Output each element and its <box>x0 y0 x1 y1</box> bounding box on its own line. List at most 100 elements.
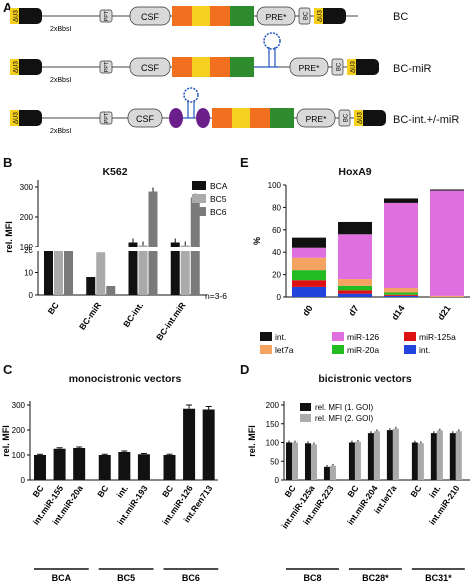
stack-segment-int. <box>338 293 372 297</box>
stack-segment-miR-20a <box>292 270 326 281</box>
cassette-green <box>270 108 294 128</box>
category-label: BC <box>345 483 360 499</box>
ppt-label: PPT <box>104 10 110 21</box>
y-tick-label: 60 <box>272 226 281 235</box>
csf-label: CSF <box>141 12 160 22</box>
bar-BC6 <box>64 247 73 295</box>
cassette-orange-2 <box>250 108 270 128</box>
pre-label: PRE* <box>306 114 327 124</box>
bar-BC5 <box>54 247 63 295</box>
bbsi-sites-label: 2xBbsI <box>50 26 71 33</box>
csf-promoter <box>127 108 163 128</box>
y-tick-label: 0 <box>21 476 26 485</box>
bar-series-1 <box>348 442 355 480</box>
intron-exon-left <box>169 108 183 128</box>
y-axis-label: rel. MFI <box>1 425 11 457</box>
bar-series-1 <box>430 433 437 480</box>
bar <box>137 454 150 480</box>
csf-label: CSF <box>141 63 160 73</box>
legend-swatch <box>404 345 416 354</box>
axis-break <box>32 247 209 251</box>
bar-series-1 <box>323 466 330 480</box>
stack-segment-miR-126 <box>430 190 464 296</box>
bar-series-1 <box>367 433 374 480</box>
y-tick-label: 200 <box>12 426 26 435</box>
vector-label-bc-int-mir: BC-int.+/-miR <box>393 114 460 126</box>
bbsi-sites-label: 2xBbsI <box>50 77 71 84</box>
y-tick-label: 100 <box>20 243 34 252</box>
chart-e: 0 20 40 60 80 100% d0 d7 d14 d21 int. miR-126 miR-12… <box>252 181 470 355</box>
ppt-block <box>99 60 113 74</box>
category-label: BC-int.miR <box>154 300 187 342</box>
stack-segment-miR-126 <box>384 202 418 289</box>
bar-BCA <box>86 277 96 295</box>
mir-loop-icon <box>183 87 199 103</box>
legend-label: int. <box>419 345 430 355</box>
legend-label-BCA: BCA <box>210 181 228 191</box>
panel-label-a: A <box>3 0 13 15</box>
bar <box>118 452 131 480</box>
csf-label: CSF <box>136 114 155 124</box>
legend-label: let7a <box>275 345 294 355</box>
bar-series-2 <box>292 442 298 480</box>
bar <box>53 448 66 480</box>
ltr-3-u3 <box>347 59 356 75</box>
y-tick-label: 300 <box>12 401 26 410</box>
bar-BC6 <box>148 191 158 295</box>
ltr-3-label: ΔU3 <box>358 112 364 124</box>
legend-label: miR-20a <box>347 345 379 355</box>
legend-label: miR-125a <box>419 332 456 342</box>
barcode-label: BC <box>344 113 350 122</box>
stack-segment-miR-126 <box>338 234 372 280</box>
ltr-3-u3 <box>354 110 363 126</box>
chart-e-title: HoxA9 <box>338 166 372 178</box>
cassette-green <box>230 6 254 26</box>
y-tick-label: 100 <box>12 451 26 460</box>
category-label: BC <box>95 483 110 499</box>
y-tick-label: 100 <box>268 181 282 190</box>
bar-series-1 <box>286 442 292 480</box>
legend-label-BC6: BC6 <box>210 207 227 217</box>
ppt-block <box>99 9 113 23</box>
bar <box>202 409 215 480</box>
y-axis-label: % <box>252 237 262 245</box>
category-label: BC <box>46 300 61 316</box>
ltr-5-label: ΔU3 <box>14 112 20 124</box>
y-tick-label: 20 <box>24 246 33 255</box>
panel-label-d: D <box>240 362 250 377</box>
y-tick-label: 40 <box>272 248 281 257</box>
y-tick-label: 0 <box>275 476 280 485</box>
y-tick-label: 150 <box>266 420 280 429</box>
y-tick-label: 300 <box>20 183 34 192</box>
category-label: BC <box>160 483 175 499</box>
cassette-green <box>230 57 254 77</box>
ltr-5-u3 <box>10 110 19 126</box>
stack-segment-miR-125a <box>338 290 372 294</box>
legend-swatch <box>404 332 416 341</box>
csf-promoter <box>129 57 171 77</box>
stack-segment-miR-126 <box>292 247 326 258</box>
category-label: BC <box>408 483 423 499</box>
legend-label: rel. MFI (2. GOI) <box>315 414 374 423</box>
y-axis-label: rel. MFI <box>4 221 14 253</box>
pre-element <box>296 108 336 128</box>
bar <box>34 455 46 480</box>
cassette-orange-2 <box>210 6 230 26</box>
stack-segment-let7a <box>430 295 464 297</box>
bar-series-1 <box>449 433 456 480</box>
y-tick-label: 100 <box>266 439 280 448</box>
legend-swatch <box>332 332 344 341</box>
intron-exon-right <box>196 108 210 128</box>
y-tick-label: 0 <box>29 291 34 300</box>
ltr-3-label: ΔU3 <box>351 61 357 73</box>
bar-BC6 <box>106 286 116 295</box>
chart-b-title: K562 <box>102 166 128 178</box>
pre-label: PRE* <box>266 12 287 22</box>
n-note: n=3-6 <box>205 291 227 301</box>
group-label: BC8 <box>303 573 321 583</box>
bar-series-1 <box>304 443 311 480</box>
bar-BC5 <box>96 252 106 295</box>
